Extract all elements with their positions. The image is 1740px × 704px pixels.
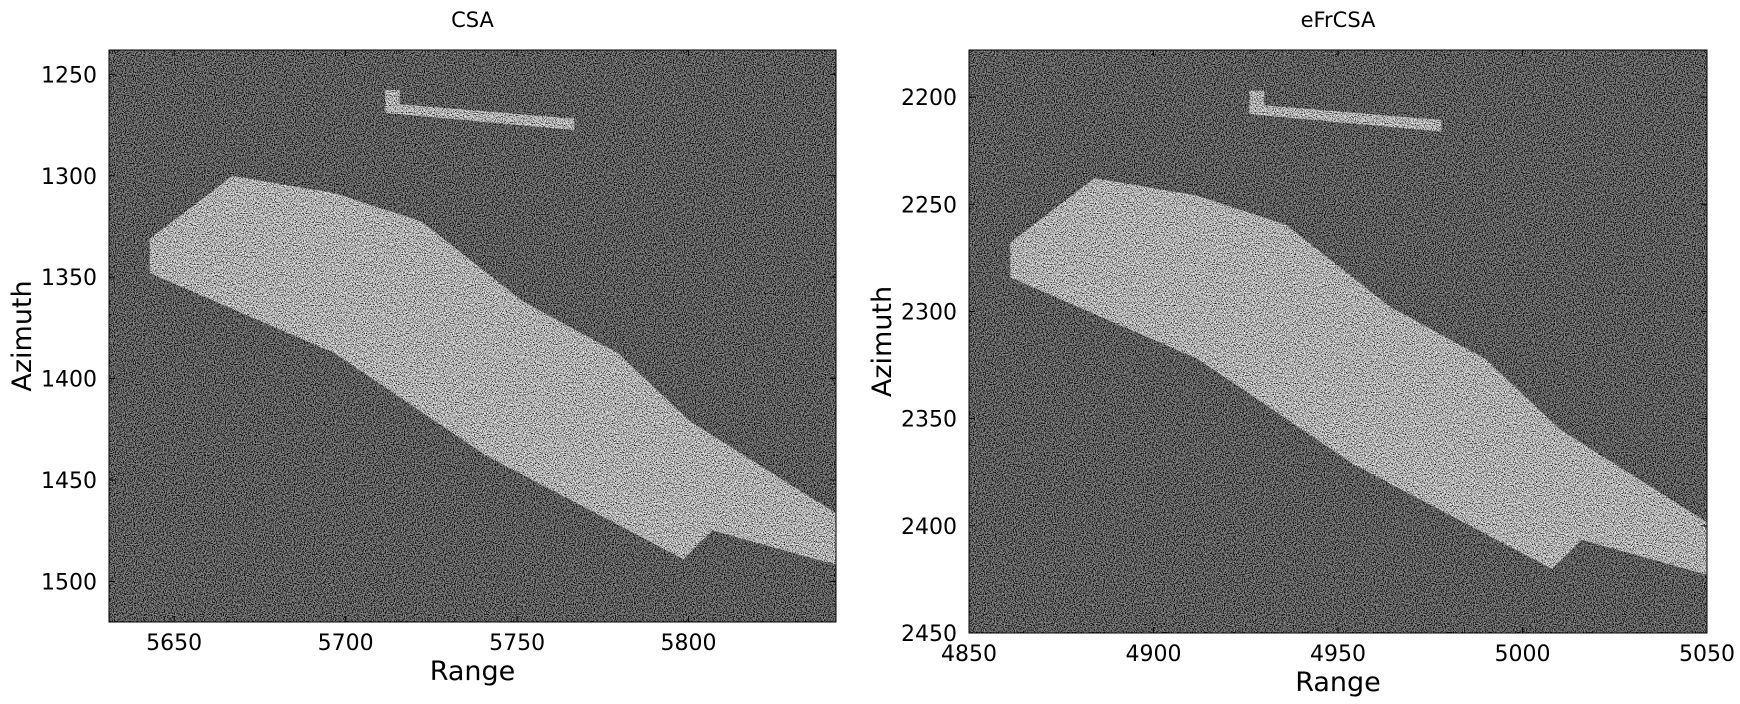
axes-frame xyxy=(108,49,837,623)
y-tick-label: 2300 xyxy=(901,300,957,325)
x-tick-label: 5050 xyxy=(1679,642,1735,667)
x-tick-label: 5000 xyxy=(1495,642,1551,667)
y-axis-label: Azimuth xyxy=(867,286,898,397)
x-axis-label: Range xyxy=(1295,667,1381,698)
y-tick-label: 2200 xyxy=(901,86,957,111)
x-tick-label: 5700 xyxy=(318,631,374,656)
y-tick-label: 1450 xyxy=(41,469,97,494)
y-axis-label: Azimuth xyxy=(7,280,38,391)
sar-image-left xyxy=(109,50,836,622)
x-tick-label: 4950 xyxy=(1310,642,1366,667)
chart-title: eFrCSA xyxy=(1301,8,1376,32)
x-tick-label: 4850 xyxy=(941,642,997,667)
y-tick-label: 1400 xyxy=(41,368,97,393)
x-tick-label: 5650 xyxy=(146,631,202,656)
y-tick-label: 2450 xyxy=(901,622,957,647)
y-tick-label: 1250 xyxy=(41,63,97,88)
sar-image-right xyxy=(969,50,1707,633)
y-tick-label: 1350 xyxy=(41,266,97,291)
y-tick-label: 2400 xyxy=(901,515,957,540)
y-tick-label: 1500 xyxy=(41,570,97,595)
x-tick-label: 5800 xyxy=(661,631,717,656)
y-tick-label: 1300 xyxy=(41,165,97,190)
chart-title: CSA xyxy=(451,8,494,32)
y-tick-label: 2250 xyxy=(901,193,957,218)
x-tick-label: 5750 xyxy=(489,631,545,656)
x-tick-label: 4900 xyxy=(1126,642,1182,667)
x-axis-label: Range xyxy=(430,656,516,687)
y-tick-label: 2350 xyxy=(901,408,957,433)
